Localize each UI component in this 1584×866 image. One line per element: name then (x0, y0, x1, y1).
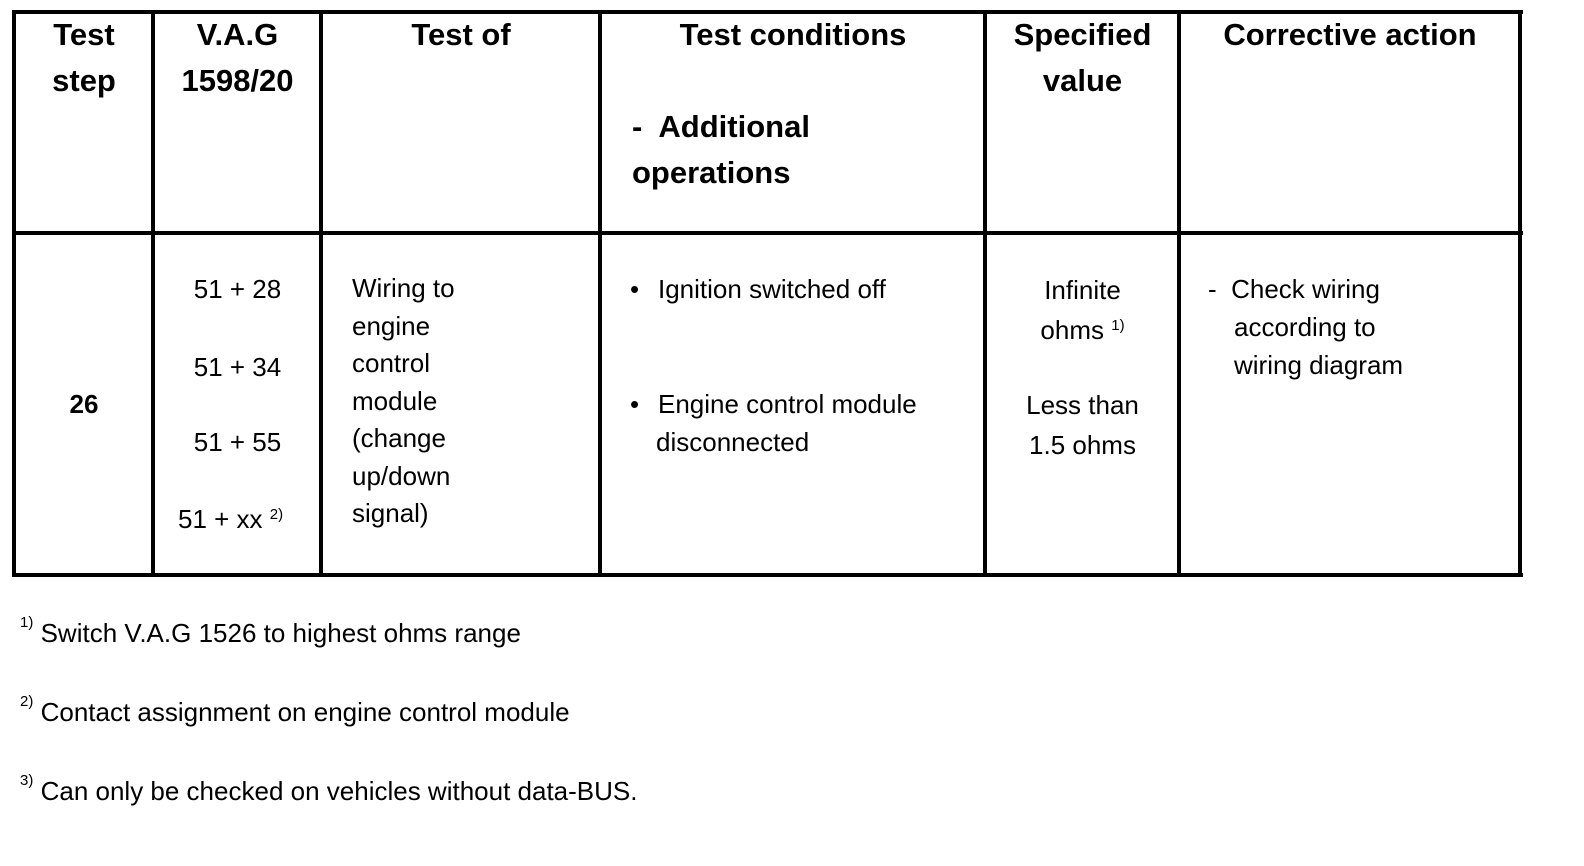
header-line: Specified (1013, 17, 1152, 52)
table-border-top (12, 10, 1523, 14)
column-divider (598, 10, 602, 577)
text-line: Infinite (1044, 275, 1121, 305)
header-line: value (1042, 63, 1123, 98)
footnote-mark: 2) (20, 693, 34, 710)
condition-text: disconnected (656, 427, 810, 457)
text-line: (change (352, 423, 446, 453)
text-line: Less than (1026, 390, 1139, 420)
column-divider (1177, 10, 1181, 577)
column-divider (151, 10, 155, 577)
text-line: according to (1234, 312, 1376, 342)
header-test-step: Test step (16, 12, 152, 104)
header-test-of: Test of (411, 17, 511, 52)
header-vag: V.A.G 1598/20 (155, 12, 320, 104)
footnote: 3) Can only be checked on vehicles witho… (20, 772, 638, 807)
text-line: - Check wiring (1208, 274, 1380, 304)
text-line: up/down (352, 460, 451, 491)
footnote: 1) Switch V.A.G 1526 to highest ohms ran… (20, 614, 521, 649)
cell-test-step: 26 (69, 389, 99, 419)
cell-specified-value: Infinite ohms 1) Less than 1.5 ohms (987, 270, 1178, 465)
footnote-mark: 3) (20, 772, 34, 789)
text-line: 1.5 ohms (1029, 430, 1136, 460)
bullet-icon: • (630, 274, 640, 304)
text-line: signal) (352, 498, 429, 528)
cell-corrective-action: - Check wiring according to wiring diagr… (1208, 270, 1403, 384)
header-line: step (52, 63, 116, 98)
text-line: control (352, 348, 431, 378)
column-divider (319, 10, 323, 577)
condition-text: Engine control module (658, 389, 917, 419)
column-divider (983, 10, 987, 577)
vag-pin-text: 51 + xx (178, 504, 263, 534)
table-border-bottom (12, 573, 1523, 577)
footnote: 2) Contact assignment on engine control … (20, 693, 570, 728)
header-line: 1598/20 (181, 63, 294, 98)
vag-pin: 51 + 28 (193, 274, 282, 304)
text-line: module (352, 385, 438, 416)
header-line: operations (632, 155, 791, 190)
header-line: V.A.G (196, 17, 279, 52)
footnote-ref: 2) (269, 506, 284, 523)
condition-item: • Ignition switched off (630, 270, 886, 308)
text-line: Wiring to (352, 273, 455, 303)
header-test-conditions: Test conditions (679, 17, 907, 52)
bullet-icon: • (630, 389, 640, 419)
table-border-right (1518, 10, 1522, 577)
vag-pin: 51 + 55 (193, 427, 282, 457)
footnote-text: Contact assignment on engine control mod… (40, 697, 570, 727)
text-line: ohms 1) (987, 310, 1178, 350)
spacer (987, 350, 1178, 385)
header-corrective-action: Corrective action (1223, 17, 1477, 52)
table-border-left (12, 10, 16, 577)
footnote-ref: 1) (1111, 317, 1125, 334)
condition-item: • Engine control module disconnected (630, 385, 917, 461)
vag-pin: 51 + xx 2) (178, 500, 283, 538)
cell-test-of: Wiring to engine control module (change … (352, 270, 455, 533)
header-additional-operations: - Additional operations (632, 104, 810, 196)
value-text: ohms (1040, 315, 1104, 345)
text-line: wiring diagram (1234, 350, 1404, 380)
condition-text: Ignition switched off (658, 274, 886, 304)
footnote-text: Can only be checked on vehicles without … (40, 776, 638, 806)
footnote-mark: 1) (20, 614, 34, 631)
header-divider (12, 231, 1523, 235)
header-specified-value: Specified value (987, 12, 1178, 104)
text-line: engine (352, 310, 431, 341)
footnote-text: Switch V.A.G 1526 to highest ohms range (40, 618, 521, 648)
header-line: - Additional (632, 109, 810, 144)
vag-pin: 51 + 34 (193, 352, 282, 382)
header-line: Test (53, 17, 115, 52)
